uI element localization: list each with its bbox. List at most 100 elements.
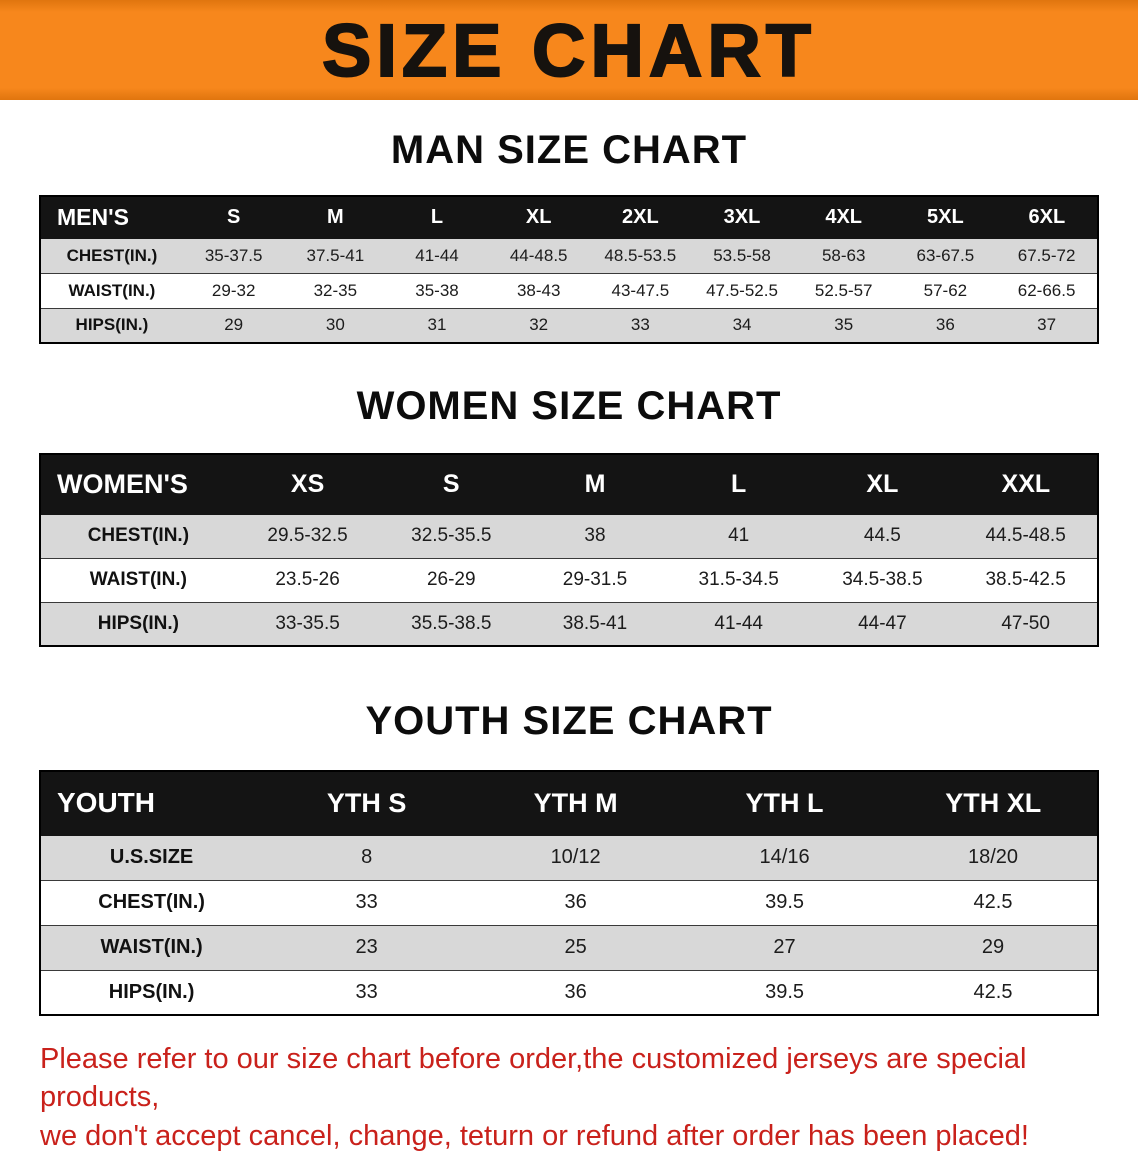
table-header-row: YOUTH YTH S YTH M YTH L YTH XL (39, 770, 1099, 836)
value-cell: 29 (182, 307, 285, 344)
size-header-cell: YTH XL (888, 770, 1099, 836)
row-label-cell: CHEST(IN.) (40, 237, 183, 274)
row-label-cell: CHEST(IN.) (40, 879, 263, 926)
man-size-chart-title: MAN SIZE CHART (390, 128, 748, 172)
value-cell: 41 (666, 513, 811, 559)
size-header-cell: S (378, 453, 524, 515)
size-header-cell: L (666, 453, 812, 515)
size-header-cell: M (522, 453, 668, 515)
disclaimer-note: Please refer to our size chart before or… (40, 1040, 1100, 1155)
banner-title: SIZE CHART (321, 8, 816, 93)
youth-size-chart-title: YOUTH SIZE CHART (365, 699, 773, 743)
value-cell: 31 (386, 307, 488, 344)
value-cell: 67.5-72 (996, 237, 1098, 274)
table-title-cell: WOMEN'S (39, 453, 237, 515)
size-header-cell: 6XL (995, 195, 1099, 239)
value-cell: 38.5-42.5 (954, 557, 1098, 603)
value-cell: 58-63 (792, 237, 895, 274)
table-row: HIPS(IN.) 33-35.5 35.5-38.5 38.5-41 41-44 44-… (40, 601, 1098, 647)
value-cell: 38 (523, 513, 667, 559)
table-row: U.S.SIZE 8 10/12 14/16 18/20 (40, 834, 1098, 881)
value-cell: 32.5-35.5 (379, 513, 524, 559)
value-cell: 10/12 (471, 834, 681, 881)
value-cell: 33 (262, 879, 472, 926)
youth-size-table: YOUTH YTH S YTH M YTH L YTH XL U.S.SIZE 8 10/12… (39, 770, 1099, 1016)
value-cell: 39.5 (680, 969, 890, 1016)
value-cell: 39.5 (680, 879, 890, 926)
value-cell: 38.5-41 (523, 601, 667, 647)
value-cell: 42.5 (889, 879, 1098, 926)
value-cell: 53.5-58 (691, 237, 793, 274)
value-cell: 57-62 (894, 272, 997, 309)
size-header-cell: XL (487, 195, 591, 239)
table-row: CHEST(IN.) 29.5-32.5 32.5-35.5 38 41 44.5 44.5… (40, 513, 1098, 559)
row-label-cell: CHEST(IN.) (40, 513, 236, 559)
table-row: WAIST(IN.) 23 25 27 29 (40, 924, 1098, 971)
value-cell: 47.5-52.5 (691, 272, 793, 309)
value-cell: 48.5-53.5 (589, 237, 692, 274)
table-row: CHEST(IN.) 35-37.5 37.5-41 41-44 44-48.5 48.5… (40, 237, 1098, 274)
value-cell: 29-31.5 (523, 557, 667, 603)
table-row: CHEST(IN.) 33 36 39.5 42.5 (40, 879, 1098, 926)
value-cell: 8 (262, 834, 472, 881)
value-cell: 23 (262, 924, 472, 971)
size-header-cell: M (284, 195, 387, 239)
row-label-cell: WAIST(IN.) (40, 924, 263, 971)
women-size-chart-title: WOMEN SIZE CHART (356, 384, 782, 428)
row-label-cell: HIPS(IN.) (40, 601, 236, 647)
table-title-cell: YOUTH (39, 770, 263, 836)
man-size-table: MEN'S S M L XL 2XL 3XL 4XL 5XL 6XL CHEST(IN.) 35-37… (39, 195, 1099, 344)
row-label-cell: HIPS(IN.) (40, 969, 263, 1016)
size-header-cell: XL (810, 453, 955, 515)
value-cell: 35.5-38.5 (379, 601, 524, 647)
value-cell: 63-67.5 (894, 237, 997, 274)
value-cell: 44-47 (810, 601, 955, 647)
value-cell: 34.5-38.5 (810, 557, 955, 603)
value-cell: 44-48.5 (487, 237, 590, 274)
value-cell: 32-35 (284, 272, 387, 309)
value-cell: 37 (996, 307, 1098, 344)
value-cell: 41-44 (666, 601, 811, 647)
table-title-cell: MEN'S (39, 195, 184, 239)
size-header-cell: 2XL (589, 195, 692, 239)
value-cell: 29 (889, 924, 1098, 971)
row-label-cell: HIPS(IN.) (40, 307, 183, 344)
table-header-row: WOMEN'S XS S M L XL XXL (39, 453, 1099, 515)
value-cell: 33 (262, 969, 472, 1016)
row-label-cell: U.S.SIZE (40, 834, 263, 881)
value-cell: 29-32 (182, 272, 285, 309)
row-label-cell: WAIST(IN.) (40, 272, 183, 309)
table-row: WAIST(IN.) 23.5-26 26-29 29-31.5 31.5-34.5 34… (40, 557, 1098, 603)
value-cell: 44.5 (810, 513, 955, 559)
value-cell: 31.5-34.5 (666, 557, 811, 603)
value-cell: 32 (487, 307, 590, 344)
women-size-table: WOMEN'S XS S M L XL XXL CHEST(IN.) 29.5-32.5 32.5… (39, 453, 1099, 647)
size-header-cell: L (385, 195, 489, 239)
size-header-cell: S (182, 195, 285, 239)
value-cell: 18/20 (889, 834, 1098, 881)
value-cell: 42.5 (889, 969, 1098, 1016)
table-row: HIPS(IN.) 29 30 31 32 33 34 35 36 37 (40, 307, 1098, 344)
value-cell: 23.5-26 (235, 557, 380, 603)
value-cell: 35-37.5 (182, 237, 285, 274)
value-cell: 36 (471, 879, 681, 926)
size-header-cell: YTH S (261, 770, 472, 836)
value-cell: 14/16 (680, 834, 890, 881)
size-chart-banner: SIZE CHART (0, 0, 1138, 100)
value-cell: 43-47.5 (589, 272, 692, 309)
table-row: HIPS(IN.) 33 36 39.5 42.5 (40, 969, 1098, 1016)
size-header-cell: YTH M (470, 770, 681, 836)
size-header-cell: XXL (953, 453, 1099, 515)
size-header-cell: XS (235, 453, 380, 515)
value-cell: 30 (284, 307, 387, 344)
size-header-cell: YTH L (679, 770, 890, 836)
size-header-cell: 3XL (690, 195, 794, 239)
value-cell: 37.5-41 (284, 237, 387, 274)
value-cell: 62-66.5 (996, 272, 1098, 309)
table-row: WAIST(IN.) 29-32 32-35 35-38 38-43 43-47.5 47.… (40, 272, 1098, 309)
value-cell: 36 (471, 969, 681, 1016)
disclaimer-line-1: Please refer to our size chart before or… (40, 1043, 1027, 1114)
value-cell: 33 (589, 307, 692, 344)
value-cell: 29.5-32.5 (235, 513, 380, 559)
size-header-cell: 4XL (792, 195, 896, 239)
